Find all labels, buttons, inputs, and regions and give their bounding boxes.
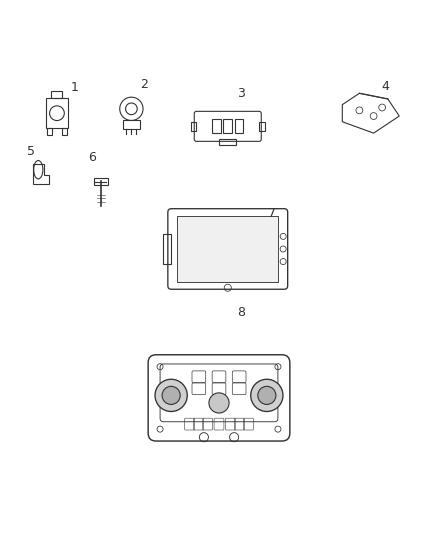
Bar (51, 91, 63, 99)
Bar (47, 128, 52, 135)
Text: 5: 5 (27, 146, 35, 158)
Text: 6: 6 (88, 151, 96, 164)
Bar (259, 122, 265, 131)
Text: 3: 3 (237, 87, 245, 100)
Bar (61, 128, 67, 135)
Bar (177, 216, 278, 282)
Bar (123, 120, 140, 129)
Bar (46, 99, 68, 128)
Bar (219, 139, 237, 145)
Text: 8: 8 (237, 306, 245, 319)
Text: 7: 7 (268, 207, 276, 221)
Bar (94, 178, 108, 185)
Circle shape (162, 386, 180, 405)
Bar (163, 234, 171, 264)
Circle shape (155, 379, 187, 411)
Text: 4: 4 (381, 80, 389, 93)
Text: 2: 2 (141, 78, 148, 91)
Text: 1: 1 (71, 82, 78, 94)
Circle shape (251, 379, 283, 411)
Bar (191, 122, 196, 131)
Bar (212, 119, 221, 133)
Bar (223, 119, 232, 133)
Circle shape (258, 386, 276, 405)
Circle shape (209, 393, 229, 413)
Bar (235, 119, 244, 133)
